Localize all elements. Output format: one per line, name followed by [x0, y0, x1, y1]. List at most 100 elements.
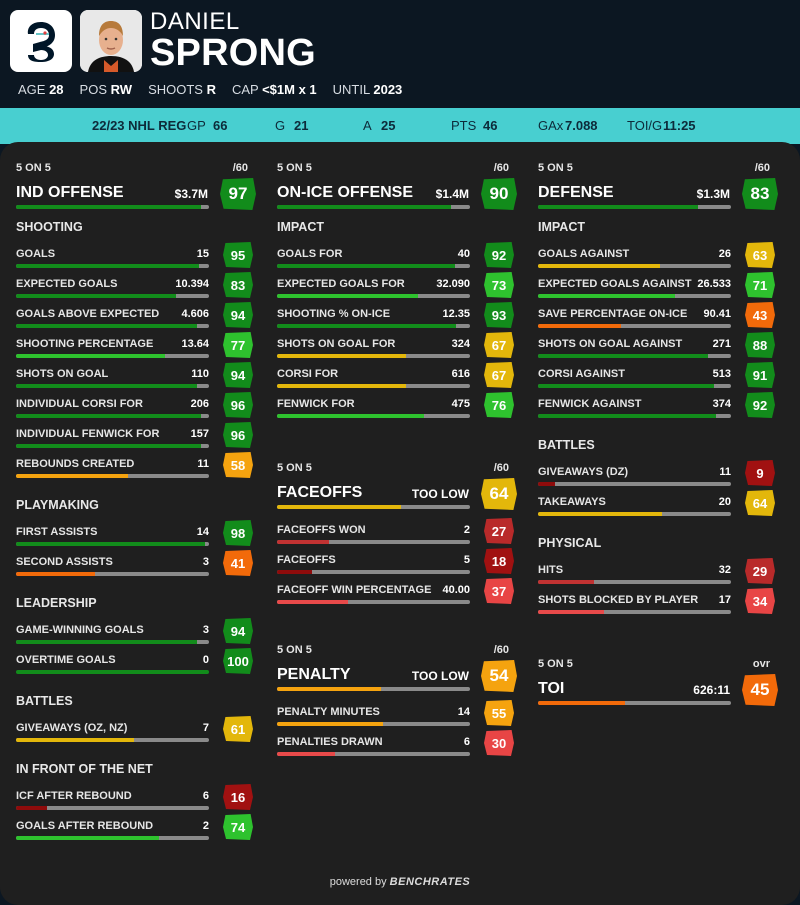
metric-label: GAME-WINNING GOALS — [16, 624, 144, 636]
metric-label: GOALS ABOVE EXPECTED — [16, 308, 160, 320]
rating-bar-fill — [538, 701, 625, 705]
metric-bar — [538, 354, 731, 358]
metric-rating-badge: 98 — [223, 520, 253, 546]
metric-rating-badge: 43 — [745, 302, 775, 328]
block-value: TOO LOW — [411, 487, 469, 501]
metric-value: 26.533 — [697, 278, 731, 290]
section-heading: IN FRONT OF THE NET — [16, 762, 153, 776]
metric-label: INDIVIDUAL FENWICK FOR — [16, 428, 160, 440]
metric-value: 0 — [202, 654, 209, 666]
metric-rating-badge: 74 — [223, 814, 253, 840]
metric-bar — [538, 384, 731, 388]
block-caption: 5 ON 5 — [538, 658, 573, 670]
metric-rating-badge: 9 — [745, 460, 775, 486]
bio-value: RW — [110, 82, 133, 97]
kraken-logo-icon — [27, 22, 55, 62]
metric-bar-fill — [538, 482, 556, 486]
metric-rating-badge: 37 — [484, 578, 514, 604]
metric-bar-fill — [16, 474, 128, 478]
metric-label: FACEOFFS WON — [277, 524, 366, 536]
metric-bar — [16, 324, 209, 328]
block-title: DEFENSE — [538, 184, 614, 201]
section-heading: IMPACT — [277, 220, 324, 234]
metric-label: GIVEAWAYS (DZ) — [538, 466, 629, 478]
rating-bar — [538, 701, 731, 705]
gp-label: GP — [187, 118, 206, 133]
metric-value: 271 — [712, 338, 731, 350]
section-heading: PHYSICAL — [538, 536, 602, 550]
metric-bar — [16, 640, 209, 644]
metric-value: 17 — [718, 594, 731, 606]
bio-item: CAP <$1M x 1 — [232, 82, 317, 97]
block-per-unit: /60 — [232, 162, 248, 174]
metric-bar — [277, 324, 470, 328]
metric-bar-fill — [538, 512, 662, 516]
rating-bar — [277, 505, 470, 509]
metric-bar-fill — [538, 264, 660, 268]
block-value: TOO LOW — [411, 669, 469, 683]
metric-label: FIRST ASSISTS — [16, 526, 98, 538]
block-title: TOI — [538, 680, 565, 697]
metric-rating-badge: 88 — [745, 332, 775, 358]
metric-bar-fill — [16, 264, 200, 268]
metric-value: 2 — [202, 820, 209, 832]
metric-bar-fill — [16, 324, 198, 328]
metric-rating-badge: 83 — [223, 272, 253, 298]
metric-label: OVERTIME GOALS — [16, 654, 116, 666]
block-caption: 5 ON 5 — [538, 162, 573, 174]
section-heading: BATTLES — [538, 438, 595, 452]
player-first-name: DANIEL — [150, 8, 240, 35]
metric-value: 12.35 — [442, 308, 470, 320]
metric-rating-badge: 55 — [484, 700, 514, 726]
team-logo — [10, 10, 72, 72]
metric-rating-badge: 16 — [223, 784, 253, 810]
metric-rating-badge: 71 — [745, 272, 775, 298]
metric-label: ICF AFTER REBOUND — [16, 790, 132, 802]
block-title: ON-ICE OFFENSE — [277, 184, 414, 201]
block-caption: 5 ON 5 — [277, 462, 312, 474]
metric-rating-badge: 30 — [484, 730, 514, 756]
metric-value: 26 — [718, 248, 731, 260]
metric-label: CORSI FOR — [277, 368, 339, 380]
metric-value: 374 — [712, 398, 731, 410]
metric-label: INDIVIDUAL CORSI FOR — [16, 398, 143, 410]
metric-bar-fill — [277, 752, 335, 756]
season-label: 22/23 NHL REG — [92, 118, 187, 133]
metric-label: SHOTS ON GOAL — [16, 368, 109, 380]
metric-value: 324 — [451, 338, 470, 350]
footer: powered by BENCHRATES — [0, 876, 800, 888]
metric-label: FENWICK FOR — [277, 398, 355, 410]
player-headshot-icon — [80, 10, 142, 72]
section-heading: IMPACT — [538, 220, 585, 234]
metric-bar-fill — [538, 414, 716, 418]
metric-bar — [538, 610, 731, 614]
rating-bar-fill — [277, 505, 401, 509]
metric-value: 110 — [191, 368, 209, 380]
bio-item: AGE 28 — [18, 82, 64, 97]
section-heading: BATTLES — [16, 694, 73, 708]
metric-bar-fill — [277, 570, 312, 574]
metric-bar-fill — [16, 836, 159, 840]
pts-label: PTS — [451, 118, 477, 133]
metric-rating-badge: 67 — [484, 332, 514, 358]
metric-rating-badge: 76 — [484, 392, 514, 418]
metric-bar-fill — [277, 722, 384, 726]
metric-label: FACEOFFS — [277, 554, 336, 566]
block-caption: 5 ON 5 — [277, 644, 312, 656]
a-label: A — [363, 118, 372, 133]
metric-label: GOALS AFTER REBOUND — [16, 820, 154, 832]
metric-label: SHOOTING PERCENTAGE — [16, 338, 154, 350]
metric-value: 10.394 — [175, 278, 209, 290]
metric-bar — [277, 752, 470, 756]
metric-bar — [277, 540, 470, 544]
metric-label: TAKEAWAYS — [538, 496, 606, 508]
metric-bar — [538, 324, 731, 328]
section-heading: LEADERSHIP — [16, 596, 97, 610]
metric-label: GOALS AGAINST — [538, 248, 630, 260]
bio-value: 28 — [49, 82, 64, 97]
player-bio: AGE 28 POS RW SHOOTS R CAP <$1M x 1 UNTIL 20… — [18, 82, 402, 97]
metric-value: 90.41 — [703, 308, 731, 320]
metric-label: EXPECTED GOALS FOR — [277, 278, 405, 290]
toig-label: TOI/G — [627, 118, 663, 133]
g-value: 21 — [294, 118, 309, 133]
